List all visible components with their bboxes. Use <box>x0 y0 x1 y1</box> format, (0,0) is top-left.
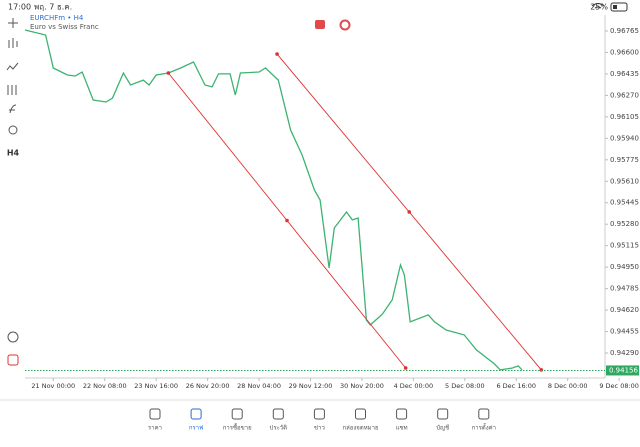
nav-label[interactable]: ประวัติ <box>270 425 288 432</box>
y-tick-label: 0.94620 <box>610 306 639 314</box>
status-time: 17:00 <box>8 3 31 12</box>
nav-label[interactable]: กราฟ <box>189 425 203 432</box>
nav-label[interactable]: ข่าว <box>314 425 325 432</box>
price-line <box>24 29 523 371</box>
symbol-title: EURCHFm • H4 <box>30 14 84 22</box>
timeframe-button[interactable]: H4 <box>7 149 20 158</box>
nav-label[interactable]: การซื้อขาย <box>223 422 252 432</box>
nav-icon[interactable] <box>231 408 243 420</box>
nav-label[interactable]: ราคา <box>148 425 162 432</box>
left-toolbar[interactable] <box>6 18 19 366</box>
y-tick-label: 0.96270 <box>610 91 639 99</box>
y-tick-label: 0.96765 <box>610 27 639 35</box>
channel-anchor <box>275 52 279 56</box>
y-tick-label: 0.94455 <box>610 328 639 336</box>
nav-icon[interactable] <box>355 408 366 420</box>
y-tick-label: 0.95115 <box>610 242 639 250</box>
nav-icon[interactable] <box>272 408 284 420</box>
status-date: พฤ. 7 ธ.ค. <box>34 3 72 12</box>
x-tick-label: 5 Dec 08:00 <box>445 382 485 390</box>
x-tick-label: 28 Nov 04:00 <box>237 382 281 390</box>
indicator-button[interactable] <box>339 19 351 31</box>
channel-midpoint <box>407 210 412 214</box>
nav-icon[interactable] <box>437 408 449 420</box>
bottom-nav: ราคา กราฟ การซื้อขาย ประวัติ ข่าว กล่องจดหมาย… <box>148 408 496 432</box>
battery-level <box>613 5 617 9</box>
y-tick-label: 0.95940 <box>610 134 639 142</box>
channel-anchor <box>403 366 408 370</box>
x-tick-label: 21 Nov 00:00 <box>31 382 75 390</box>
x-tick-label: 29 Nov 12:00 <box>289 382 333 390</box>
y-tick-label: 0.96600 <box>610 48 639 56</box>
battery-icon <box>610 2 628 12</box>
nav-label[interactable]: บัญชี <box>436 424 449 432</box>
channel-midpoint <box>285 218 289 223</box>
x-tick-label: 30 Nov 20:00 <box>340 382 384 390</box>
nav-icon[interactable] <box>149 408 161 420</box>
current-price-label: 0.94156 <box>609 366 638 374</box>
wifi-icon <box>591 3 605 9</box>
plot <box>24 29 544 372</box>
y-tick-label: 0.94290 <box>610 349 639 357</box>
y-tick-label: 0.95280 <box>610 220 639 228</box>
nav-icon[interactable] <box>190 408 202 420</box>
x-tick-label: 9 Dec 08:00 <box>599 382 639 390</box>
nav-icon[interactable] <box>478 408 490 420</box>
channel-anchor <box>166 71 171 75</box>
symbol-description: Euro vs Swiss Franc <box>30 23 99 31</box>
x-tick-label: 26 Nov 20:00 <box>186 382 230 390</box>
nav-icon[interactable] <box>313 408 325 420</box>
nav-label[interactable]: กล่องจดหมาย <box>342 425 378 432</box>
current-price-box <box>606 365 639 376</box>
y-tick-label: 0.95610 <box>610 177 639 185</box>
y-tick-label: 0.94785 <box>610 285 639 293</box>
nav-label[interactable]: การตั้งค่า <box>472 422 496 432</box>
nav-icon[interactable] <box>396 408 408 420</box>
channel-anchor <box>539 368 544 372</box>
x-tick-label: 4 Dec 00:00 <box>394 382 434 390</box>
y-tick-label: 0.95445 <box>610 199 639 207</box>
trade-button[interactable] <box>315 20 325 29</box>
y-tick-label: 0.96105 <box>610 113 639 121</box>
x-tick-label: 8 Dec 00:00 <box>548 382 588 390</box>
x-tick-label: 22 Nov 08:00 <box>83 382 127 390</box>
y-tick-label: 0.95775 <box>610 156 639 164</box>
nav-label[interactable]: แชท <box>396 425 408 432</box>
y-tick-label: 0.96435 <box>610 70 639 78</box>
x-tick-label: 6 Dec 16:00 <box>496 382 536 390</box>
y-tick-label: 0.94950 <box>610 263 639 271</box>
x-tick-label: 23 Nov 16:00 <box>134 382 178 390</box>
